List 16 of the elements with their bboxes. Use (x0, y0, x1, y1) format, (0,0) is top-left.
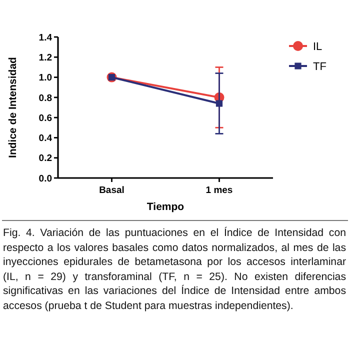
x-tick-label: Basal (99, 185, 124, 196)
x-axis-title: Tiempo (146, 201, 184, 213)
y-tick-label: 1.2 (38, 52, 52, 64)
y-tick-label: 1.0 (38, 72, 52, 84)
legend-label: IL (313, 40, 322, 53)
y-axis-title: Indice de Intensidad (7, 57, 19, 158)
caption: Fig. 4. Variación de las puntuaciones en el Índice de Intensidad con respecto a los valores basales como datos normalizados, al mes de las inyecciones epidurales de betametasona por los accesos interlaminar (IL, n = 29) y transforaminal (TF, n = 25). No existen diferencias significativas en las variaciones del Índice de Intensidad entre ambos accesos (prueba t de Student para muestras independientes). (3, 226, 346, 314)
y-tick-label: 0.8 (38, 92, 52, 104)
legend-label: TF (313, 60, 327, 73)
y-tick-label: 0.2 (38, 153, 52, 164)
x-tick-label: 1 mes (206, 185, 233, 196)
y-tick-label: 1.4 (38, 32, 53, 44)
y-tick-label: 0.0 (38, 173, 52, 184)
y-tick-label: 0.4 (38, 133, 53, 144)
y-tick-label: 0.6 (38, 112, 52, 124)
point (216, 100, 223, 107)
